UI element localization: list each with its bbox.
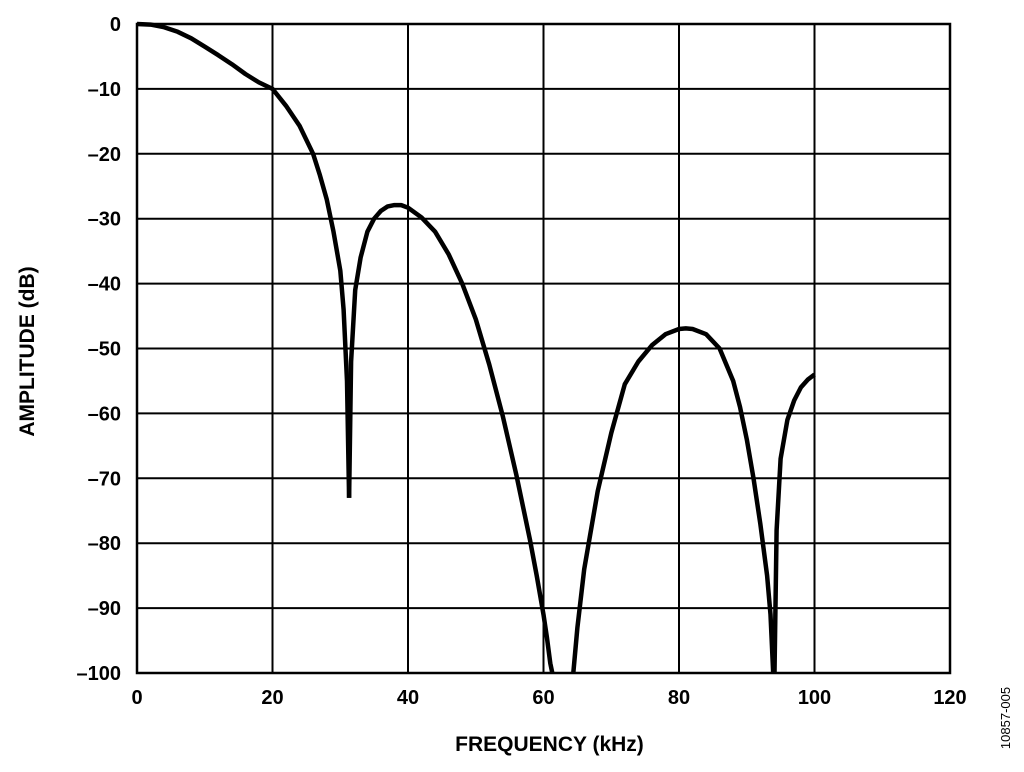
y-tick-label: –100 bbox=[77, 663, 122, 685]
x-tick-labels: 0 20 40 60 80 100 120 bbox=[131, 687, 966, 709]
y-tick-label: –90 bbox=[88, 598, 121, 620]
x-axis-title: FREQUENCY (kHz) bbox=[455, 733, 644, 756]
y-tick-label: 0 bbox=[110, 14, 121, 36]
series-line-segment bbox=[136, 21, 352, 498]
series-line-segment bbox=[772, 372, 816, 674]
x-tick-label: 40 bbox=[397, 687, 419, 709]
x-tick-label: 60 bbox=[532, 687, 554, 709]
amplitude-response-series bbox=[136, 21, 816, 674]
x-tick-label: 20 bbox=[261, 687, 283, 709]
y-tick-label: –40 bbox=[88, 274, 121, 296]
y-tick-labels: 0 –10 –20 –30 –40 –50 –60 –70 –80 –90 –100 bbox=[77, 14, 122, 685]
figure-id: 10857-005 bbox=[998, 687, 1013, 749]
y-tick-label: –80 bbox=[88, 533, 121, 555]
x-tick-label: 0 bbox=[131, 687, 142, 709]
series-line-segment bbox=[571, 326, 776, 674]
y-axis-title: AMPLITUDE (dB) bbox=[16, 266, 39, 436]
y-tick-label: –10 bbox=[88, 79, 121, 101]
y-tick-label: –60 bbox=[88, 403, 121, 425]
series-line-segment bbox=[346, 202, 555, 674]
x-tick-label: 80 bbox=[668, 687, 690, 709]
y-tick-label: –50 bbox=[88, 339, 121, 361]
y-tick-label: –30 bbox=[88, 209, 121, 231]
x-tick-label: 120 bbox=[933, 687, 966, 709]
y-tick-label: –70 bbox=[88, 468, 121, 490]
y-tick-label: –20 bbox=[88, 144, 121, 166]
grid bbox=[137, 24, 950, 673]
plot-frame bbox=[135, 22, 952, 675]
x-tick-label: 100 bbox=[798, 687, 831, 709]
